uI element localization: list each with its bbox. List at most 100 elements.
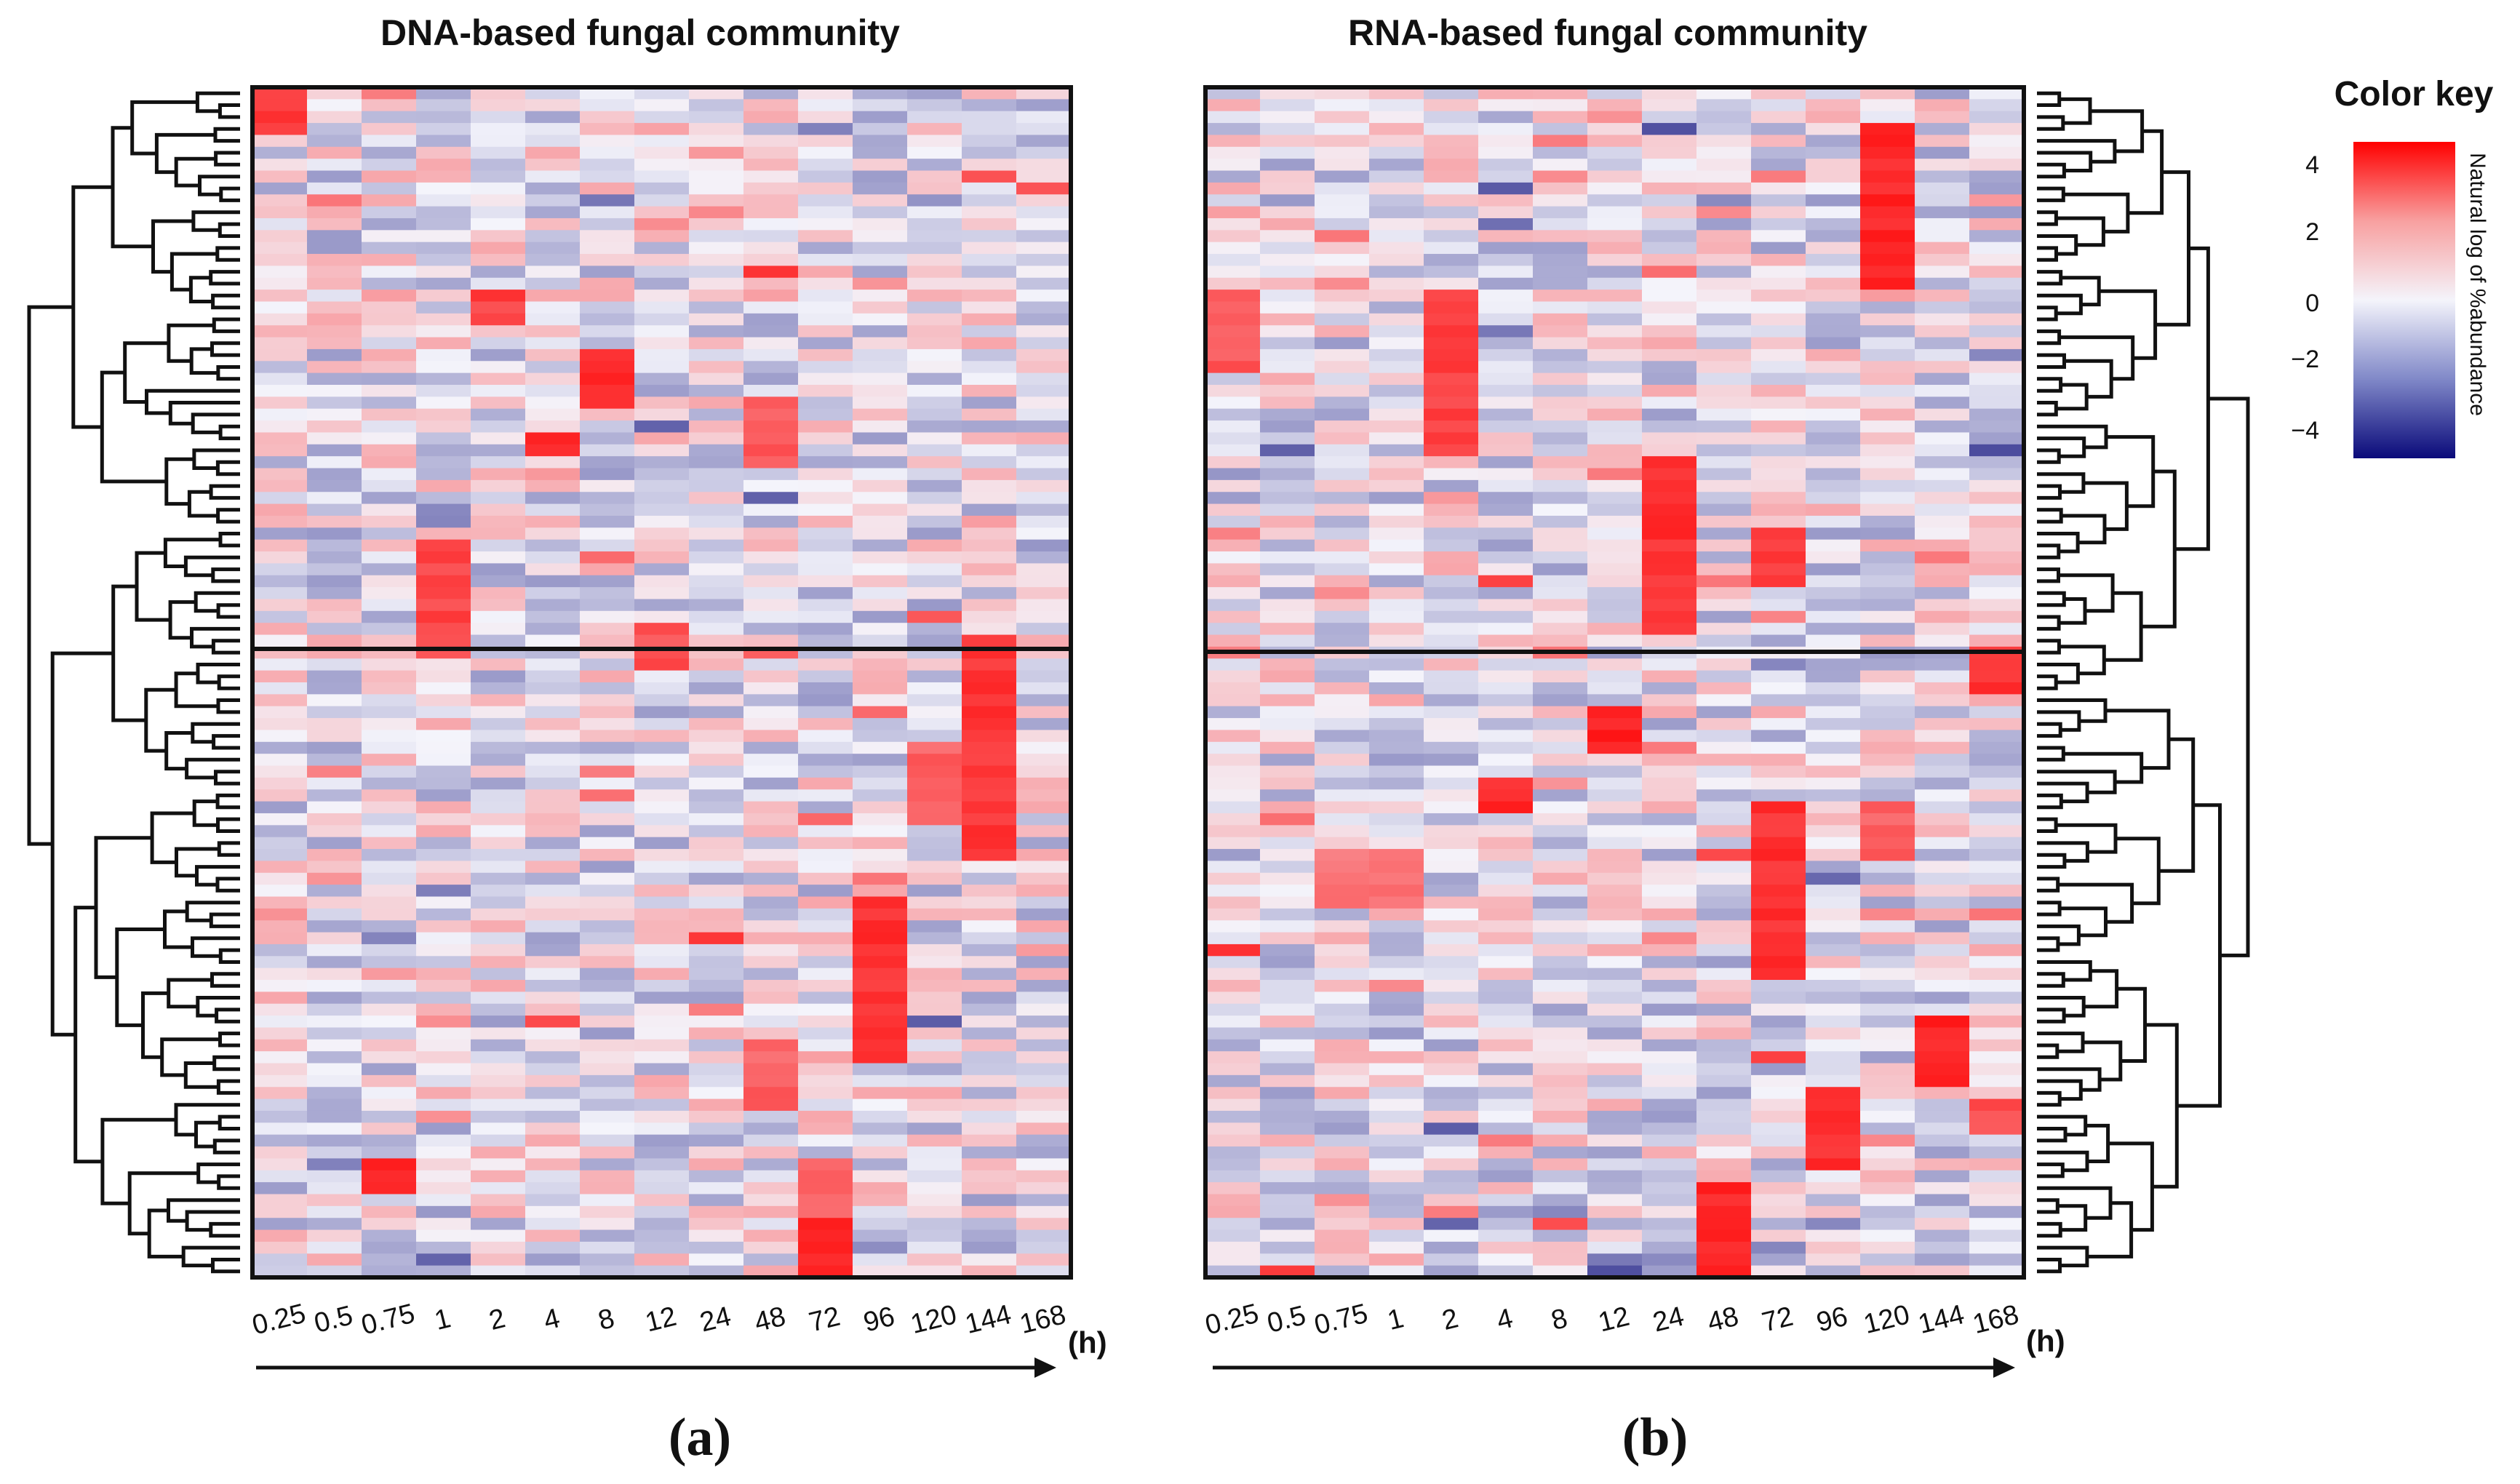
heatmap-cell <box>1915 861 1970 874</box>
heatmap-cell <box>1205 313 1261 326</box>
heatmap-cell <box>362 777 417 790</box>
heatmap-cell <box>416 1134 471 1147</box>
heatmap-cell <box>907 563 962 576</box>
heatmap-cell <box>1587 87 1643 100</box>
heatmap-cell <box>962 575 1017 588</box>
heatmap-cell <box>1016 872 1072 885</box>
heatmap-cell <box>962 861 1017 874</box>
heatmap-cell <box>962 527 1017 540</box>
heatmap-cell <box>1424 456 1479 469</box>
heatmap-cell <box>1642 99 1697 112</box>
heatmap-cell <box>362 503 417 516</box>
heatmap-cell <box>1642 1087 1697 1100</box>
dendrogram-branch <box>212 1055 240 1072</box>
heatmap-cell <box>1696 908 1752 921</box>
heatmap-cell <box>1806 1182 1861 1195</box>
heatmap-cell <box>1969 885 2025 898</box>
heatmap-cell <box>798 325 853 338</box>
heatmap-cell <box>1969 837 2025 850</box>
heatmap-cell <box>1478 920 1534 933</box>
heatmap-cell <box>362 1087 417 1100</box>
heatmap-cell <box>1016 801 1072 814</box>
heatmap-cell <box>1696 944 1752 957</box>
heatmap-cell <box>1915 872 1970 885</box>
heatmap-cell <box>1860 1098 1915 1112</box>
heatmap-cell <box>252 682 308 695</box>
heatmap-cell <box>1969 348 2025 362</box>
heatmap-cell <box>1751 1218 1806 1231</box>
heatmap-cell <box>1969 920 2025 933</box>
heatmap-cell <box>743 194 799 207</box>
heatmap-cell <box>1369 1039 1424 1052</box>
heatmap-cell <box>1915 1098 1970 1112</box>
heatmap-cell <box>1205 1229 1261 1242</box>
heatmap-cell <box>1915 170 1970 183</box>
heatmap-cell <box>1260 730 1315 743</box>
heatmap-cell <box>962 135 1017 148</box>
heatmap-cell <box>907 361 962 374</box>
heatmap-cell <box>962 479 1017 492</box>
heatmap-cell <box>1696 337 1752 350</box>
heatmap-cell <box>743 920 799 933</box>
heatmap-cell <box>1533 1253 1588 1266</box>
x-tick-label: 1 <box>431 1303 454 1336</box>
heatmap-cell <box>689 551 744 564</box>
heatmap-cell <box>471 99 526 112</box>
heatmap-cell <box>1642 563 1697 576</box>
heatmap-cell <box>1016 277 1072 290</box>
heatmap-cell <box>525 468 581 481</box>
heatmap-cell <box>1696 1016 1752 1029</box>
dendrogram-branch <box>2177 803 2222 1108</box>
heatmap-cell <box>580 741 635 754</box>
heatmap-cell <box>525 1074 581 1088</box>
heatmap-cell <box>1860 885 1915 898</box>
heatmap-cell <box>743 1253 799 1266</box>
heatmap-cell <box>1315 956 1370 969</box>
heatmap-cell <box>907 230 962 243</box>
heatmap-cell <box>1205 170 1261 183</box>
dendrogram-branch <box>216 698 240 714</box>
heatmap-cell <box>362 206 417 219</box>
dendrogram-branch <box>73 906 103 1164</box>
heatmap-cell <box>962 361 1017 374</box>
heatmap-cell <box>1205 1170 1261 1183</box>
heatmap-cell <box>471 896 526 909</box>
dendrogram-branch <box>218 1032 240 1048</box>
heatmap-cell <box>1696 837 1752 850</box>
heatmap-cell <box>1315 254 1370 266</box>
heatmap-cell <box>689 1122 744 1136</box>
heatmap-cell <box>1806 1253 1861 1266</box>
heatmap-cell <box>1642 682 1697 695</box>
heatmap-cell <box>1478 658 1534 671</box>
dendrogram-branch <box>209 484 240 500</box>
heatmap-cell <box>962 87 1017 100</box>
heatmap-cell <box>743 420 799 434</box>
heatmap-cell <box>1860 159 1915 172</box>
heatmap-cell <box>1969 1051 2025 1064</box>
heatmap-cell <box>1751 1027 1806 1040</box>
heatmap-cell <box>1860 123 1915 136</box>
heatmap-cell <box>962 944 1017 957</box>
heatmap-cell <box>1315 372 1370 386</box>
heatmap-cell <box>1751 849 1806 861</box>
heatmap-cell <box>634 99 690 112</box>
heatmap-cell <box>1424 361 1479 374</box>
heatmap-cell <box>1969 1122 2025 1136</box>
heatmap-cell <box>907 1241 962 1254</box>
heatmap-cell <box>1915 718 1970 731</box>
heatmap-cell <box>1424 956 1479 969</box>
heatmap-cell <box>743 218 799 231</box>
heatmap-cell <box>1751 123 1806 136</box>
heatmap-cell <box>416 920 471 933</box>
heatmap-cell <box>1642 932 1697 945</box>
heatmap-cell <box>471 1074 526 1088</box>
heatmap-cell <box>525 944 581 957</box>
heatmap-cell <box>416 1158 471 1171</box>
heatmap-cell <box>962 1170 1017 1183</box>
heatmap-cell <box>743 99 799 112</box>
heatmap-cell <box>1806 610 1861 623</box>
heatmap-cell <box>907 1194 962 1207</box>
heatmap-cell <box>252 694 308 707</box>
dendrogram-branch <box>174 1103 240 1137</box>
heatmap-cell <box>1016 1182 1072 1195</box>
